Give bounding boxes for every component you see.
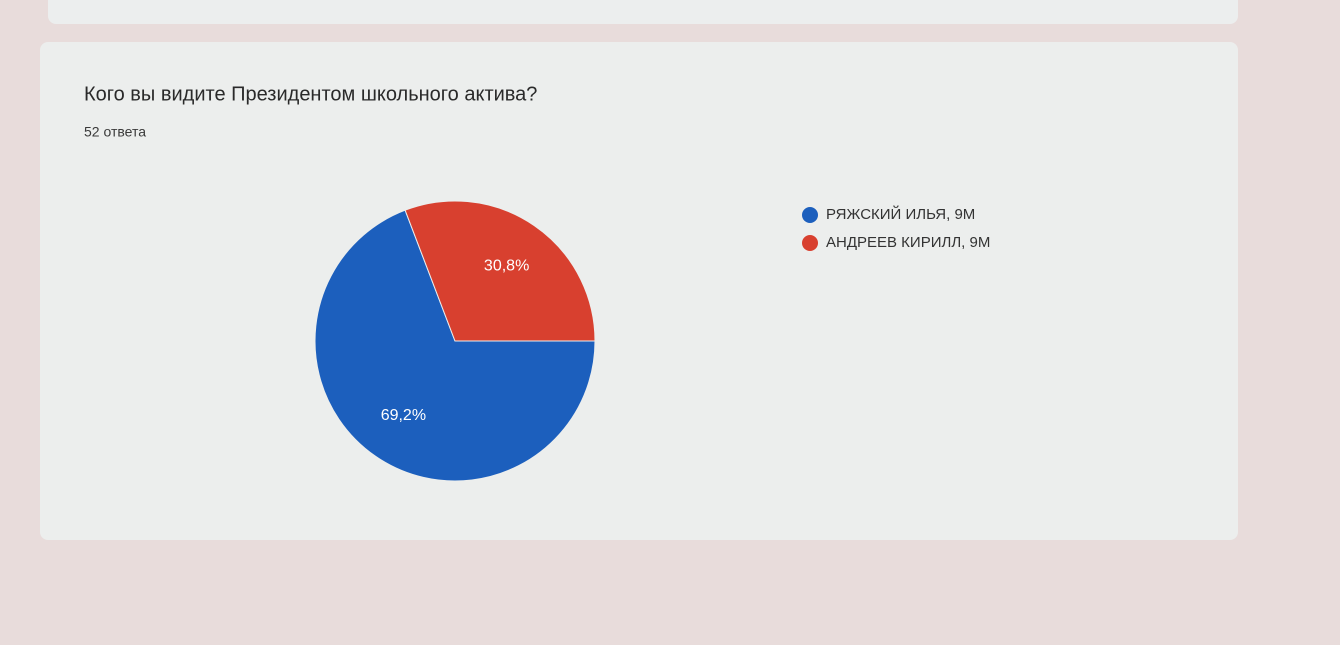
pie-slice — [404, 200, 596, 342]
response-count: 52 ответа — [84, 124, 146, 140]
slice-label: 30,8% — [484, 257, 529, 274]
pie-chart: 69,2% 30,8% РЯЖСКИЙ ИЛЬЯ, 9М АНДРЕЕВ КИРИЛЛ… — [314, 200, 990, 482]
question-title: Кого вы видите Президентом школьного акт… — [84, 83, 537, 105]
card — [40, 42, 1238, 540]
slice-label: 69,2% — [381, 407, 426, 424]
legend-swatch — [802, 207, 818, 223]
previous-card — [48, 0, 1238, 24]
legend-swatch — [802, 235, 818, 251]
legend-label: АНДРЕЕВ КИРИЛЛ, 9М — [826, 234, 990, 251]
legend-label: РЯЖСКИЙ ИЛЬЯ, 9М — [826, 205, 975, 223]
pie-slice — [314, 209, 596, 482]
